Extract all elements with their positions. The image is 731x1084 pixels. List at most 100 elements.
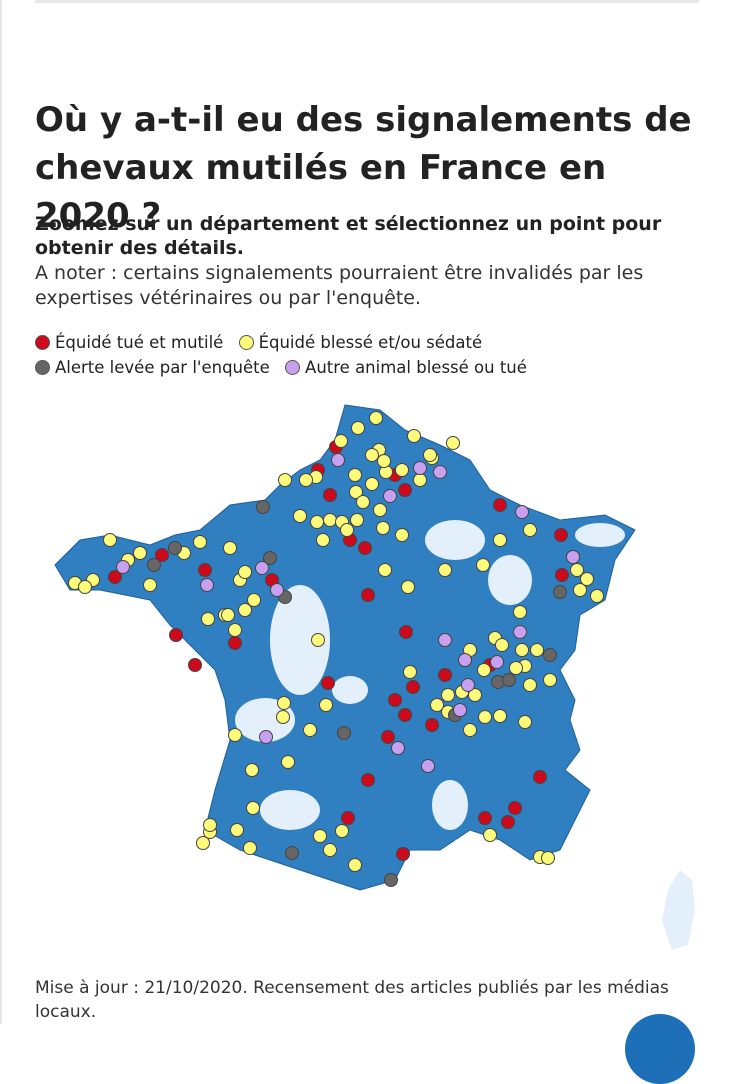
marker[interactable] xyxy=(543,648,557,662)
marker[interactable] xyxy=(407,429,421,443)
marker[interactable] xyxy=(155,548,169,562)
marker[interactable] xyxy=(238,565,252,579)
marker[interactable] xyxy=(395,463,409,477)
help-button[interactable] xyxy=(625,1014,695,1084)
map[interactable] xyxy=(0,390,731,970)
marker[interactable] xyxy=(438,633,452,647)
marker[interactable] xyxy=(515,505,529,519)
marker[interactable] xyxy=(316,533,330,547)
marker[interactable] xyxy=(321,676,335,690)
marker[interactable] xyxy=(518,715,532,729)
marker[interactable] xyxy=(441,688,455,702)
marker[interactable] xyxy=(396,847,410,861)
marker[interactable] xyxy=(228,636,242,650)
marker[interactable] xyxy=(108,570,122,584)
marker[interactable] xyxy=(281,755,295,769)
marker[interactable] xyxy=(478,710,492,724)
marker[interactable] xyxy=(543,673,557,687)
marker[interactable] xyxy=(453,703,467,717)
marker[interactable] xyxy=(413,473,427,487)
marker[interactable] xyxy=(361,588,375,602)
marker[interactable] xyxy=(276,710,290,724)
marker[interactable] xyxy=(391,741,405,755)
marker[interactable] xyxy=(196,836,210,850)
marker[interactable] xyxy=(365,448,379,462)
marker[interactable] xyxy=(337,726,351,740)
marker[interactable] xyxy=(425,718,439,732)
marker[interactable] xyxy=(388,693,402,707)
marker[interactable] xyxy=(523,678,537,692)
marker[interactable] xyxy=(147,558,161,572)
marker[interactable] xyxy=(403,665,417,679)
marker[interactable] xyxy=(285,846,299,860)
marker[interactable] xyxy=(341,811,355,825)
marker[interactable] xyxy=(446,436,460,450)
marker[interactable] xyxy=(515,643,529,657)
marker[interactable] xyxy=(348,858,362,872)
marker[interactable] xyxy=(383,489,397,503)
marker[interactable] xyxy=(433,465,447,479)
marker[interactable] xyxy=(493,498,507,512)
marker[interactable] xyxy=(323,843,337,857)
marker[interactable] xyxy=(478,811,492,825)
marker[interactable] xyxy=(513,605,527,619)
marker[interactable] xyxy=(493,533,507,547)
marker[interactable] xyxy=(570,563,584,577)
marker[interactable] xyxy=(398,708,412,722)
marker[interactable] xyxy=(259,730,273,744)
marker[interactable] xyxy=(348,468,362,482)
marker[interactable] xyxy=(340,523,354,537)
marker[interactable] xyxy=(310,515,324,529)
marker[interactable] xyxy=(168,541,182,555)
marker[interactable] xyxy=(246,801,260,815)
marker[interactable] xyxy=(373,503,387,517)
marker[interactable] xyxy=(413,461,427,475)
marker[interactable] xyxy=(255,561,269,575)
marker[interactable] xyxy=(299,473,313,487)
marker[interactable] xyxy=(533,770,547,784)
marker[interactable] xyxy=(243,841,257,855)
marker[interactable] xyxy=(323,513,337,527)
marker[interactable] xyxy=(398,483,412,497)
marker[interactable] xyxy=(483,828,497,842)
marker[interactable] xyxy=(221,608,235,622)
marker[interactable] xyxy=(530,643,544,657)
marker[interactable] xyxy=(541,851,555,865)
marker[interactable] xyxy=(256,500,270,514)
marker[interactable] xyxy=(430,698,444,712)
marker[interactable] xyxy=(508,801,522,815)
marker[interactable] xyxy=(509,661,523,675)
marker[interactable] xyxy=(501,815,515,829)
marker[interactable] xyxy=(230,823,244,837)
marker[interactable] xyxy=(311,633,325,647)
marker[interactable] xyxy=(78,580,92,594)
marker[interactable] xyxy=(463,723,477,737)
marker[interactable] xyxy=(401,580,415,594)
marker[interactable] xyxy=(369,411,383,425)
marker[interactable] xyxy=(198,563,212,577)
marker[interactable] xyxy=(349,485,363,499)
marker[interactable] xyxy=(377,454,391,468)
marker[interactable] xyxy=(438,668,452,682)
marker[interactable] xyxy=(399,625,413,639)
marker[interactable] xyxy=(406,680,420,694)
marker[interactable] xyxy=(203,818,217,832)
marker[interactable] xyxy=(523,523,537,537)
marker[interactable] xyxy=(293,509,307,523)
marker[interactable] xyxy=(193,535,207,549)
marker[interactable] xyxy=(201,612,215,626)
marker[interactable] xyxy=(133,546,147,560)
marker[interactable] xyxy=(477,663,491,677)
marker[interactable] xyxy=(590,589,604,603)
marker[interactable] xyxy=(228,623,242,637)
marker[interactable] xyxy=(350,513,364,527)
marker[interactable] xyxy=(468,688,482,702)
marker[interactable] xyxy=(228,728,242,742)
marker[interactable] xyxy=(395,528,409,542)
marker[interactable] xyxy=(421,759,435,773)
marker[interactable] xyxy=(381,730,395,744)
marker[interactable] xyxy=(555,568,569,582)
marker[interactable] xyxy=(365,477,379,491)
marker[interactable] xyxy=(378,563,392,577)
marker[interactable] xyxy=(458,653,472,667)
